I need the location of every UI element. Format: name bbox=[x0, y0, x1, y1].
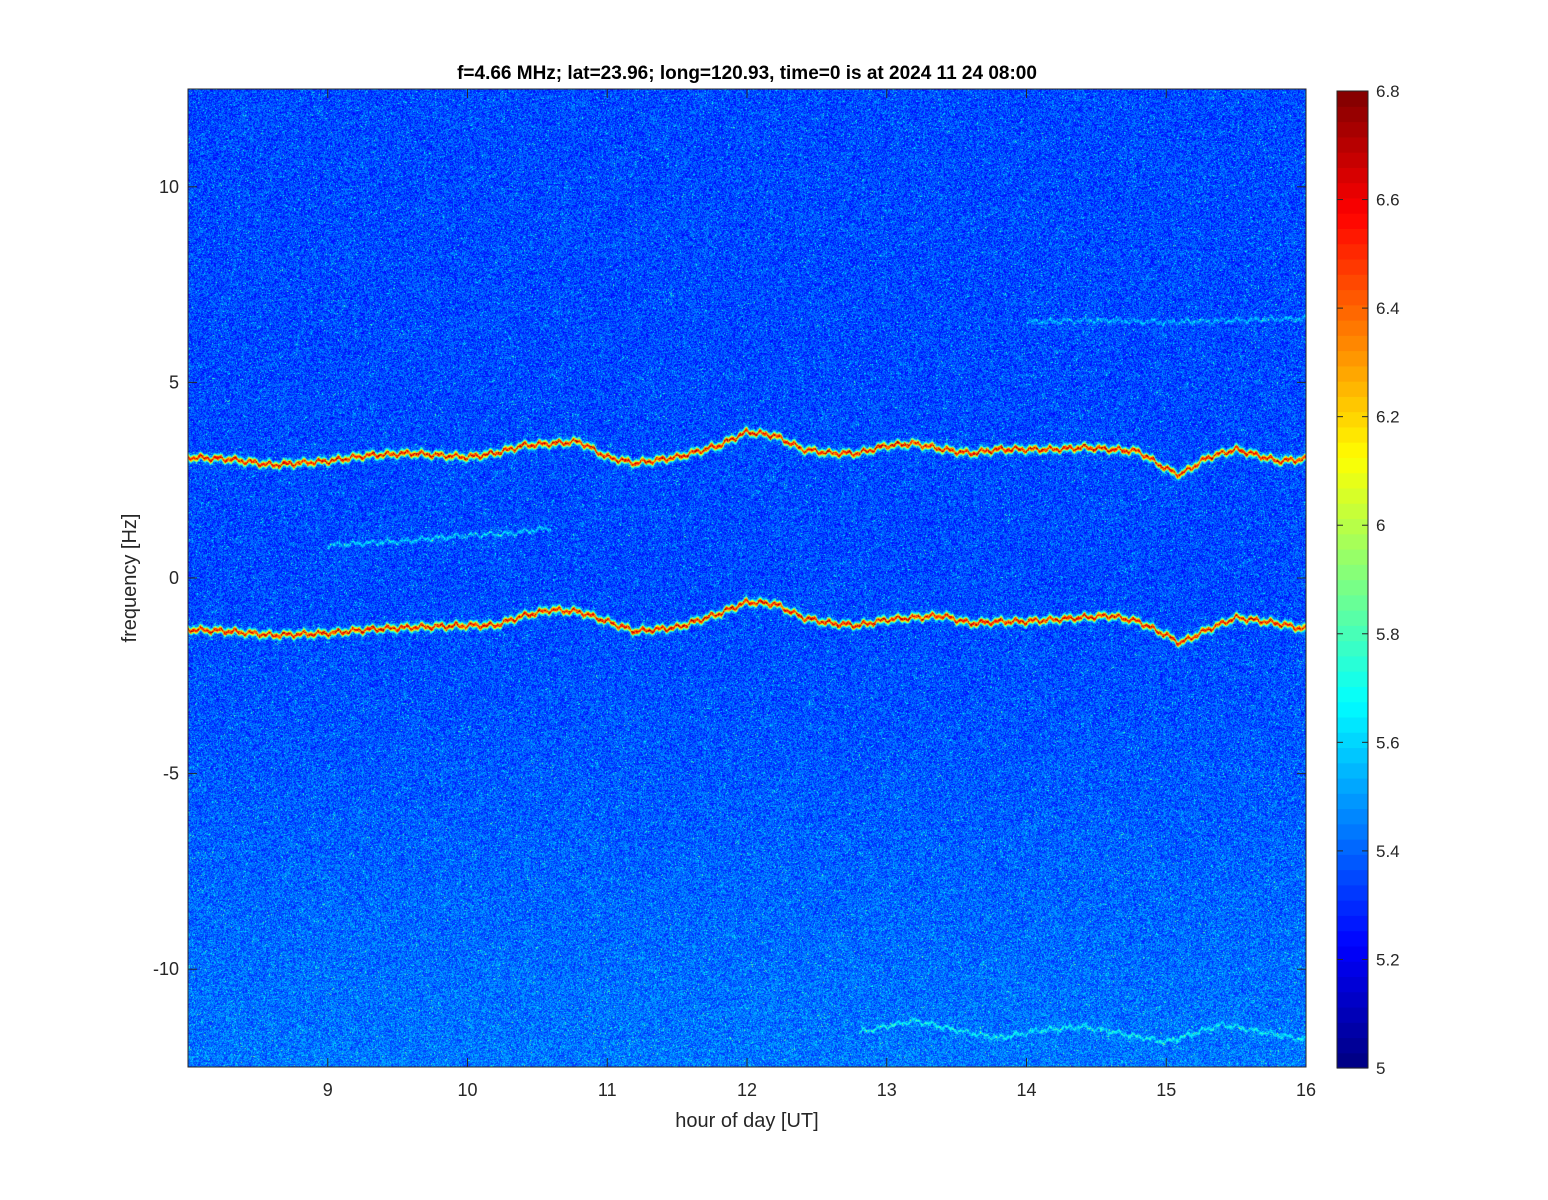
colorbar-band bbox=[1337, 625, 1368, 642]
colorbar-band bbox=[1337, 213, 1368, 229]
colorbar-band bbox=[1337, 533, 1368, 550]
colorbar-band bbox=[1337, 106, 1368, 123]
colorbar-ticks: 5 5.2 5.4 5.6 5.8 6 6.2 6.4 6.6 6.8 bbox=[1337, 82, 1400, 1078]
colorbar-band bbox=[1337, 365, 1368, 382]
x-tick-label: 16 bbox=[1296, 1080, 1316, 1100]
colorbar-band bbox=[1337, 304, 1368, 321]
colorbar-tick-label: 5 bbox=[1376, 1059, 1385, 1078]
colorbar-band bbox=[1337, 976, 1368, 993]
colorbar-band bbox=[1337, 396, 1368, 413]
colorbar-tick-label: 6.6 bbox=[1376, 191, 1400, 210]
colorbar-band bbox=[1337, 823, 1368, 840]
colorbar-band bbox=[1337, 594, 1368, 611]
colorbar: 5 5.2 5.4 5.6 5.8 6 6.2 6.4 6.6 6.8 bbox=[1336, 82, 1400, 1078]
colorbar-band bbox=[1337, 1022, 1368, 1039]
colorbar-tick-label: 5.4 bbox=[1376, 842, 1400, 861]
colorbar-band bbox=[1337, 732, 1368, 749]
colorbar-band bbox=[1337, 961, 1368, 978]
colorbar-band bbox=[1337, 228, 1368, 245]
x-tick-label: 11 bbox=[598, 1080, 617, 1100]
colorbar-band bbox=[1337, 854, 1368, 871]
colorbar-band bbox=[1337, 869, 1368, 886]
chart-title: f=4.66 MHz; lat=23.96; long=120.93, time… bbox=[457, 63, 1037, 84]
y-tick-label: -5 bbox=[163, 764, 179, 784]
colorbar-band bbox=[1337, 121, 1368, 138]
colorbar-band bbox=[1337, 335, 1368, 352]
colorbar-band bbox=[1337, 930, 1368, 947]
colorbar-band bbox=[1337, 991, 1368, 1008]
y-tick-label: 10 bbox=[159, 177, 179, 197]
colorbar-band bbox=[1337, 716, 1368, 733]
colorbar-band bbox=[1337, 411, 1368, 428]
x-tick-label: 14 bbox=[1016, 1080, 1036, 1100]
x-axis-label: hour of day [UT] bbox=[675, 1110, 818, 1132]
colorbar-band bbox=[1337, 1006, 1368, 1023]
colorbar-band bbox=[1337, 472, 1368, 489]
colorbar-band bbox=[1337, 457, 1368, 474]
colorbar-band bbox=[1337, 579, 1368, 596]
spectrogram-heatmap bbox=[188, 89, 1306, 1067]
colorbar-band bbox=[1337, 793, 1368, 810]
colorbar-band bbox=[1337, 747, 1368, 764]
x-tick-label: 13 bbox=[877, 1080, 897, 1100]
y-tick-label: 5 bbox=[169, 372, 179, 392]
colorbar-band bbox=[1337, 1037, 1368, 1054]
colorbar-band bbox=[1337, 839, 1368, 855]
colorbar-band bbox=[1337, 686, 1368, 703]
colorbar-band bbox=[1337, 319, 1368, 336]
colorbar-band bbox=[1337, 197, 1368, 214]
colorbar-tick-label: 6.8 bbox=[1376, 82, 1400, 101]
colorbar-band bbox=[1337, 152, 1368, 168]
colorbar-band bbox=[1337, 503, 1368, 520]
colorbar-gradient bbox=[1337, 91, 1368, 1069]
colorbar-band bbox=[1337, 884, 1368, 901]
plot-area bbox=[187, 88, 1307, 1068]
y-axis: -10 -5 0 5 10 bbox=[153, 177, 1306, 979]
colorbar-band bbox=[1337, 777, 1368, 794]
colorbar-band bbox=[1337, 808, 1368, 825]
colorbar-band bbox=[1337, 381, 1368, 397]
colorbar-band bbox=[1337, 350, 1368, 367]
colorbar-band bbox=[1337, 182, 1368, 199]
colorbar-frame bbox=[1336, 90, 1369, 1069]
x-axis: 9 10 11 12 13 14 15 16 bbox=[323, 89, 1316, 1100]
colorbar-band bbox=[1337, 762, 1368, 779]
colorbar-band bbox=[1337, 167, 1368, 184]
colorbar-band bbox=[1337, 426, 1368, 443]
colorbar-tick-label: 5.8 bbox=[1376, 625, 1400, 644]
colorbar-band bbox=[1337, 91, 1368, 107]
x-tick-label: 15 bbox=[1156, 1080, 1176, 1100]
x-tick-label: 9 bbox=[323, 1080, 333, 1100]
colorbar-band bbox=[1337, 1052, 1368, 1069]
colorbar-band bbox=[1337, 900, 1368, 916]
colorbar-tick-label: 5.2 bbox=[1376, 950, 1400, 969]
colorbar-band bbox=[1337, 289, 1368, 306]
colorbar-band bbox=[1337, 655, 1368, 672]
colorbar-band bbox=[1337, 610, 1368, 626]
colorbar-tick-label: 6.4 bbox=[1376, 299, 1400, 318]
colorbar-tick-label: 6 bbox=[1376, 516, 1385, 535]
x-tick-label: 10 bbox=[457, 1080, 477, 1100]
colorbar-band bbox=[1337, 518, 1368, 535]
colorbar-band bbox=[1337, 671, 1368, 687]
colorbar-band bbox=[1337, 945, 1368, 962]
colorbar-band bbox=[1337, 243, 1368, 260]
colorbar-band bbox=[1337, 136, 1368, 153]
colorbar-band bbox=[1337, 258, 1368, 275]
colorbar-band bbox=[1337, 274, 1368, 291]
x-tick-label: 12 bbox=[737, 1080, 757, 1100]
colorbar-band bbox=[1337, 640, 1368, 657]
colorbar-tick-label: 5.6 bbox=[1376, 733, 1400, 752]
y-tick-label: 0 bbox=[169, 568, 179, 588]
colorbar-tick-label: 6.2 bbox=[1376, 408, 1400, 427]
colorbar-band bbox=[1337, 701, 1368, 718]
y-axis-label: frequency [Hz] bbox=[119, 514, 141, 643]
colorbar-band bbox=[1337, 487, 1368, 504]
colorbar-band bbox=[1337, 442, 1368, 458]
colorbar-band bbox=[1337, 564, 1368, 581]
y-tick-label: -10 bbox=[153, 959, 179, 979]
colorbar-band bbox=[1337, 915, 1368, 932]
colorbar-band bbox=[1337, 548, 1368, 565]
